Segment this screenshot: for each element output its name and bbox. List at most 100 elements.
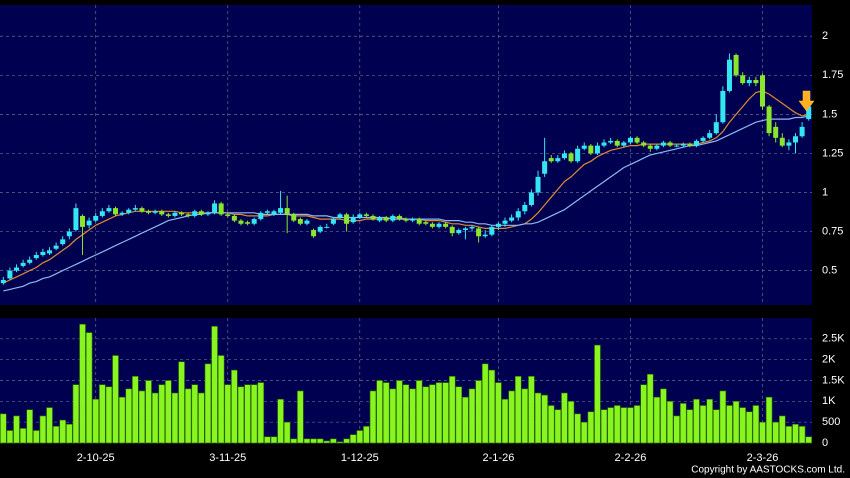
y-tick-label: 500 (822, 416, 840, 428)
volume-bar (151, 392, 159, 444)
candle-body (218, 203, 224, 215)
volume-bar (118, 396, 126, 444)
volume-bar (356, 430, 364, 444)
volume-bar (600, 409, 608, 444)
volume-bar (369, 390, 377, 444)
candle-body (634, 137, 640, 143)
volume-bar (746, 411, 753, 444)
volume-bar (713, 409, 720, 444)
candle-body (0, 280, 6, 284)
volume-bar (561, 392, 568, 444)
candle-body (542, 161, 548, 174)
volume-bar (613, 405, 621, 444)
volume-bar (283, 421, 291, 444)
candle-body (423, 222, 429, 224)
volume-bar (171, 392, 179, 444)
candle-body (60, 239, 66, 245)
volume-bar (52, 426, 60, 444)
candle-body (66, 231, 72, 237)
candle-body (621, 142, 627, 146)
candle-body (357, 214, 363, 218)
volume-bar (125, 388, 133, 444)
volume-bar (217, 355, 225, 444)
volume-bar (165, 380, 172, 444)
candle-body (370, 215, 376, 220)
candle-body (284, 208, 290, 215)
volume-bar (501, 398, 509, 444)
volume-bar (666, 401, 674, 444)
candle-body (317, 226, 323, 232)
volume-bar (158, 384, 166, 444)
candle-body (33, 255, 39, 259)
candle-body (469, 226, 475, 229)
candle-body (713, 122, 719, 134)
volume-bar (99, 384, 106, 444)
volume-bar (488, 369, 496, 444)
candle-body (324, 226, 330, 228)
candle-body (746, 80, 752, 84)
volume-bar (594, 344, 601, 444)
candle-body (733, 55, 739, 76)
volume-bar (415, 380, 423, 444)
candle-body (693, 140, 699, 146)
volume-bar (779, 415, 786, 444)
volume-bar (382, 382, 390, 444)
volume-bar (541, 394, 548, 444)
candle-body (720, 90, 726, 123)
candle-body (185, 214, 191, 216)
candle-body (654, 145, 660, 149)
candle-body (47, 250, 53, 254)
volume-bar (112, 355, 119, 444)
candle-body (126, 209, 132, 213)
volume-bar (429, 384, 436, 444)
volume-bar (204, 363, 212, 444)
y-tick-label: 2K (822, 354, 836, 366)
candle-body (231, 215, 237, 221)
candle-body (258, 212, 264, 220)
candle-body (674, 145, 680, 147)
volume-bar (396, 380, 403, 444)
candle-body (667, 142, 673, 146)
volume-bar (270, 436, 278, 444)
volume-bar (567, 401, 575, 444)
y-tick-label: 1.5K (822, 374, 845, 386)
candle-body (700, 137, 706, 141)
candle-body (476, 228, 482, 237)
volume-bar (409, 388, 416, 444)
volume-bar (92, 398, 99, 444)
candle-body (245, 222, 251, 224)
volume-bar (547, 405, 555, 444)
x-tick-label: 2-1-26 (483, 452, 515, 464)
volume-bar (739, 407, 746, 444)
volume-bar (66, 423, 73, 444)
volume-bar (508, 390, 515, 444)
candle-body (337, 214, 343, 218)
candle-body (172, 212, 178, 216)
x-tick-label: 3-11-25 (209, 452, 246, 464)
volume-bar (442, 382, 449, 444)
candle-body (726, 59, 732, 91)
volume-bar (521, 388, 529, 444)
candle-body (20, 262, 26, 266)
volume-bar (303, 438, 311, 444)
candle-body (13, 267, 20, 271)
volume-bar (765, 396, 773, 444)
volume-bar (732, 401, 740, 444)
candle-body (489, 226, 495, 235)
volume-bar (178, 361, 185, 444)
candle-body (291, 214, 297, 221)
candle-body (647, 145, 653, 149)
candle-body (73, 208, 79, 230)
volume-bar (231, 369, 238, 444)
volume-bar (633, 405, 641, 444)
y-tick-label: 1.25 (822, 147, 843, 159)
volume-bar (72, 384, 80, 444)
candle-body (139, 208, 145, 212)
volume-bar (679, 403, 687, 444)
volume-bar (759, 421, 766, 444)
y-tick-label: 2 (822, 30, 828, 42)
volume-bar (646, 373, 654, 444)
volume-bar (310, 438, 317, 444)
volume-bar (699, 405, 707, 444)
volume-bar (693, 398, 700, 444)
